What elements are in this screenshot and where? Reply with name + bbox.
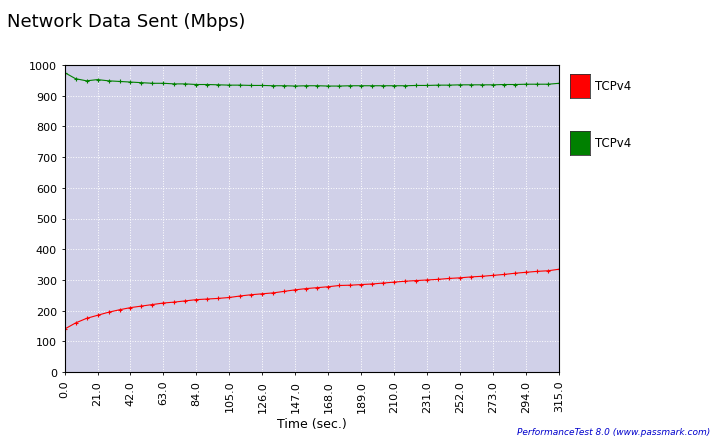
Text: PerformanceTest 8.0 (www.passmark.com): PerformanceTest 8.0 (www.passmark.com) [516, 427, 710, 436]
Text: TCPv4: TCPv4 [595, 137, 632, 150]
Text: TCPv4: TCPv4 [595, 80, 632, 93]
X-axis label: Time (sec.): Time (sec.) [277, 417, 347, 431]
Text: Network Data Sent (Mbps): Network Data Sent (Mbps) [7, 13, 245, 31]
